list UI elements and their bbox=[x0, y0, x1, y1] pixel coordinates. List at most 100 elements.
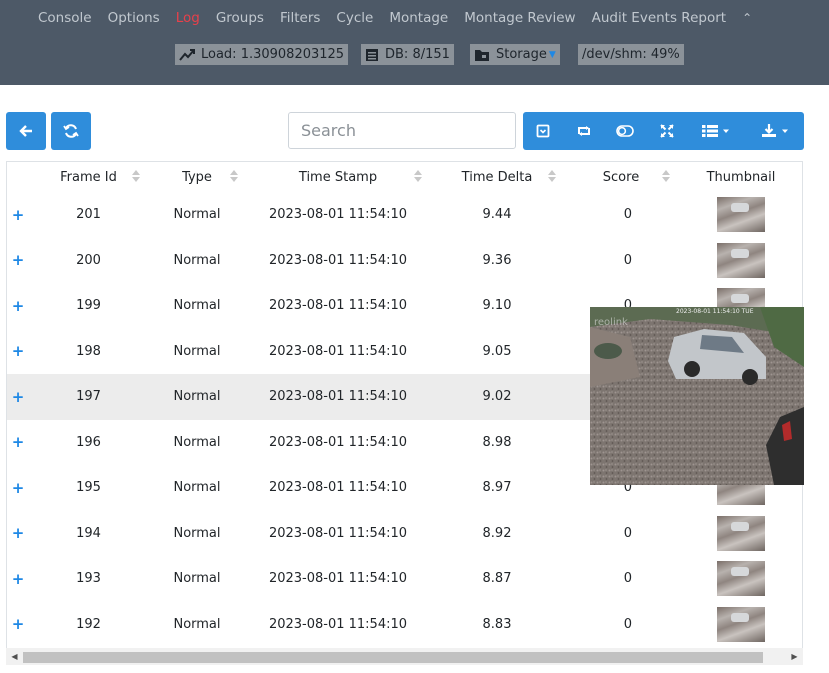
scroll-left-icon[interactable]: ◀ bbox=[11, 652, 18, 661]
frame-id-cell: 197 bbox=[29, 374, 148, 420]
toggle-view-button[interactable] bbox=[563, 112, 604, 150]
toggle-pagination-button[interactable] bbox=[523, 112, 563, 150]
column-header-score[interactable]: Score bbox=[564, 162, 678, 192]
table-row[interactable]: +192 Normal 2023-08-01 11:54:10 8.83 0 bbox=[7, 602, 802, 648]
chevron-up-icon[interactable]: ⌃ bbox=[742, 11, 753, 25]
nav-item-montage[interactable]: Montage bbox=[389, 10, 449, 26]
column-header-time-stamp[interactable]: Time Stamp bbox=[246, 162, 430, 192]
table-row[interactable]: +201 Normal 2023-08-01 11:54:10 9.44 0 bbox=[7, 192, 802, 238]
expand-row-icon[interactable]: + bbox=[11, 433, 25, 452]
frame-id-cell: 199 bbox=[76, 298, 101, 314]
expand-row-icon[interactable]: + bbox=[11, 615, 25, 634]
type-cell: Normal bbox=[148, 374, 246, 420]
db-indicator: DB: 8/151 bbox=[361, 44, 454, 65]
nav-item-cycle[interactable]: Cycle bbox=[336, 10, 374, 26]
export-dropdown-button[interactable] bbox=[745, 112, 804, 150]
expand-icon bbox=[659, 124, 674, 138]
storage-dropdown[interactable]: Storage ▼ bbox=[470, 44, 560, 65]
horizontal-scrollbar[interactable]: ◀ ▶ bbox=[6, 648, 803, 665]
thumbnail-image[interactable] bbox=[717, 515, 765, 551]
thumbnail-cell[interactable] bbox=[678, 511, 802, 557]
thumbnail-cell[interactable] bbox=[678, 602, 802, 648]
thumbnail-image[interactable] bbox=[717, 242, 765, 278]
frame-id-cell: 195 bbox=[76, 480, 101, 496]
timestamp-cell: 2023-08-01 11:54:10 bbox=[268, 480, 408, 496]
time-delta-cell: 9.44 bbox=[482, 207, 512, 223]
retweet-icon bbox=[577, 126, 590, 136]
type-cell: Normal bbox=[173, 571, 221, 587]
time-delta-cell: 9.02 bbox=[430, 374, 564, 420]
expand-column-header bbox=[7, 162, 29, 192]
type-cell: Normal bbox=[173, 480, 221, 496]
load-indicator: Load: 1.30908203125 bbox=[175, 44, 349, 65]
column-header-type[interactable]: Type bbox=[148, 162, 246, 192]
nav-item-log[interactable]: Log bbox=[175, 10, 200, 26]
thumbnail-cell[interactable] bbox=[678, 192, 802, 238]
column-header-label: Frame Id bbox=[60, 169, 117, 185]
back-button[interactable] bbox=[6, 112, 46, 150]
expand-row-icon[interactable]: + bbox=[11, 524, 25, 543]
score-cell: 0 bbox=[623, 616, 632, 632]
refresh-button[interactable] bbox=[51, 112, 91, 150]
score-cell: 0 bbox=[623, 571, 632, 587]
thumbnail-image[interactable] bbox=[717, 561, 765, 597]
type-cell: Normal bbox=[173, 298, 221, 314]
expand-row-icon[interactable]: + bbox=[7, 374, 29, 420]
scrollbar-thumb[interactable] bbox=[23, 652, 763, 663]
sort-icon bbox=[230, 170, 238, 182]
nav-item-options[interactable]: Options bbox=[107, 10, 160, 26]
expand-row-icon[interactable]: + bbox=[11, 342, 25, 361]
nav-item-console[interactable]: Console bbox=[38, 10, 92, 26]
expand-row-icon[interactable]: + bbox=[11, 251, 25, 270]
table-row[interactable]: +200 Normal 2023-08-01 11:54:10 9.36 0 bbox=[7, 238, 802, 284]
table-row[interactable]: +194 Normal 2023-08-01 11:54:10 8.92 0 bbox=[7, 511, 802, 557]
nav-item-audit-events-report[interactable]: Audit Events Report bbox=[591, 10, 727, 26]
column-header-label: Time Stamp bbox=[298, 169, 378, 185]
status-bar: Load: 1.30908203125 DB: 8/151 Storage ▼ … bbox=[0, 44, 829, 66]
score-cell: 0 bbox=[623, 252, 632, 268]
timestamp-cell: 2023-08-01 11:54:10 bbox=[268, 434, 408, 450]
timestamp-cell: 2023-08-01 11:54:10 bbox=[268, 616, 408, 632]
timestamp-cell: 2023-08-01 11:54:10 bbox=[268, 343, 408, 359]
columns-dropdown-button[interactable] bbox=[687, 112, 745, 150]
shm-text: /dev/shm: 49% bbox=[582, 47, 680, 62]
fullscreen-button[interactable] bbox=[646, 112, 687, 150]
type-cell: Normal bbox=[173, 616, 221, 632]
column-header-time-delta[interactable]: Time Delta bbox=[430, 162, 564, 192]
nav-item-filters[interactable]: Filters bbox=[279, 10, 321, 26]
overlay-time-text: 2023-08-01 11:54:10 TUE bbox=[676, 308, 754, 315]
expand-row-icon[interactable]: + bbox=[11, 296, 25, 315]
column-header-thumbnail: Thumbnail bbox=[678, 162, 802, 192]
frame-id-cell: 201 bbox=[76, 207, 101, 223]
thumbnail-cell[interactable] bbox=[678, 556, 802, 602]
frame-id-cell: 196 bbox=[76, 434, 101, 450]
frame-id-cell: 193 bbox=[76, 571, 101, 587]
table-row[interactable]: +193 Normal 2023-08-01 11:54:10 8.87 0 bbox=[7, 556, 802, 602]
timestamp-cell: 2023-08-01 11:54:10 bbox=[268, 252, 408, 268]
sort-icon bbox=[132, 170, 140, 182]
search-input[interactable] bbox=[288, 112, 516, 149]
time-delta-cell: 8.92 bbox=[482, 525, 512, 541]
expand-row-icon[interactable]: + bbox=[11, 205, 25, 224]
arrow-left-icon bbox=[19, 125, 32, 137]
scroll-right-icon[interactable]: ▶ bbox=[791, 652, 798, 661]
toggle-button[interactable] bbox=[604, 112, 646, 150]
table-header: Frame Id Type Time Stamp Time Delta Score Thu… bbox=[7, 162, 802, 192]
time-delta-cell: 9.05 bbox=[482, 343, 512, 359]
car-shape bbox=[668, 329, 766, 385]
expand-row-icon[interactable]: + bbox=[11, 478, 25, 497]
thumbnail-cell[interactable] bbox=[678, 238, 802, 284]
expand-row-icon[interactable]: + bbox=[11, 569, 25, 588]
timestamp-cell: 2023-08-01 11:54:10 bbox=[268, 298, 408, 314]
thumbnail-image[interactable] bbox=[717, 606, 765, 642]
nav-item-groups[interactable]: Groups bbox=[215, 10, 264, 26]
thumbnail-image[interactable] bbox=[717, 197, 765, 233]
column-header-frame-id[interactable]: Frame Id bbox=[29, 162, 148, 192]
type-cell: Normal bbox=[173, 525, 221, 541]
time-delta-cell: 8.97 bbox=[482, 480, 512, 496]
timestamp-cell: 2023-08-01 11:54:10 bbox=[268, 207, 408, 223]
list-icon bbox=[702, 125, 729, 137]
nav-item-montage-review[interactable]: Montage Review bbox=[464, 10, 576, 26]
download-icon bbox=[761, 124, 788, 137]
column-header-label: Type bbox=[182, 169, 212, 185]
